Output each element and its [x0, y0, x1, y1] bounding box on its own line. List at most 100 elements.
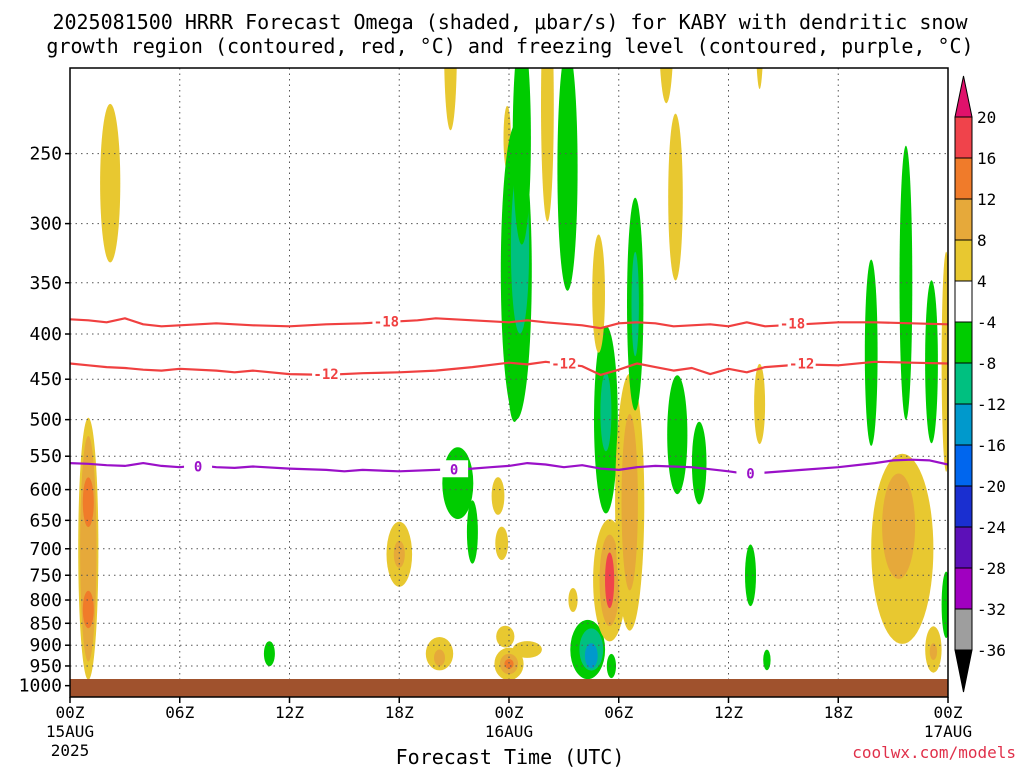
omega-shaded-region [941, 251, 948, 472]
colorbar-top-triangle [954, 75, 973, 118]
plot-area: -18 -18 -12 -12 -12 0 0 0 [69, 67, 949, 698]
credit-label: coolwx.com/models [852, 743, 1016, 762]
colorbar-label: 8 [977, 231, 987, 250]
colorbar-segment [954, 239, 973, 282]
y-tick-label: 850 [29, 613, 62, 634]
omega-shaded-region [606, 653, 617, 679]
omega-shaded-region [466, 500, 478, 564]
x-tick-label: 18Z [385, 703, 414, 722]
y-tick-label: 350 [29, 273, 62, 294]
omega-shaded-region [584, 643, 598, 669]
contour-label: -12 [551, 357, 576, 373]
omega-shading [78, 68, 948, 681]
contour-label: -18 [374, 314, 399, 330]
ground-surface [70, 679, 948, 697]
omega-shaded-region [568, 588, 578, 612]
x-tick-label: 12Z [714, 703, 743, 722]
colorbar-label: 4 [977, 272, 987, 291]
colorbar-label: -36 [977, 641, 1006, 660]
omega-shaded-region [491, 477, 505, 515]
omega-shaded-region [393, 540, 405, 568]
y-tick-label: 650 [29, 510, 62, 531]
omega-shaded-region [508, 336, 521, 423]
y-tick-label: 250 [29, 144, 62, 165]
omega-shaded-region [434, 649, 445, 667]
y-tick-label: 400 [29, 324, 62, 345]
colorbar-label: -20 [977, 477, 1006, 496]
omega-shaded-region [754, 363, 766, 445]
colorbar-label: -32 [977, 600, 1006, 619]
x-tick-date-label: 16AUG [485, 722, 533, 741]
omega-shaded-region [667, 375, 688, 495]
chart-title-line-2: growth region (contoured, red, °C) and f… [46, 34, 973, 58]
y-tick-label: 300 [29, 214, 62, 235]
y-axis: 2503003504004505005506006507007508008509… [19, 144, 70, 697]
omega-shaded-region [495, 526, 509, 560]
colorbar-segment [954, 526, 973, 569]
colorbar-label: 20 [977, 108, 996, 127]
omega-shaded-region [882, 473, 916, 579]
contour-label-background [184, 457, 213, 475]
colorbar-segment [954, 362, 973, 405]
contour-label-background [736, 464, 765, 482]
contour-label: 0 [194, 460, 202, 476]
colorbar-label: -24 [977, 518, 1006, 537]
contour-label: 0 [746, 466, 754, 482]
omega-shaded-region [631, 251, 639, 357]
chart-title-line-1: 2025081500 HRRR Forecast Omega (shaded, … [52, 10, 968, 34]
omega-shaded-region [600, 372, 612, 452]
colorbar-segment [954, 198, 973, 241]
contour-lines: -18 -18 -12 -12 -12 0 0 0 [70, 312, 948, 482]
colorbar-segment [954, 321, 973, 364]
chart-title: 2025081500 HRRR Forecast Omega (shaded, … [46, 10, 973, 58]
omega-shaded-region [756, 68, 763, 90]
x-tick-label: 18Z [824, 703, 853, 722]
colorbar-label: 12 [977, 190, 996, 209]
omega-shaded-region [864, 259, 878, 446]
y-tick-label: 550 [29, 446, 62, 467]
x-axis-label: Forecast Time (UTC) [396, 745, 625, 768]
colorbar-segment [954, 608, 973, 651]
omega-shaded-region [668, 113, 683, 281]
colorbar-segment [954, 567, 973, 610]
colorbar-label: -28 [977, 559, 1006, 578]
omega-shaded-region [929, 643, 938, 660]
colorbar: 20 16 12 8 4 -4 -8 -12 -16 -20 -24 -28 -32 -36 [954, 75, 1006, 693]
y-tick-label: 700 [29, 539, 62, 560]
omega-shaded-region [691, 421, 707, 505]
x-tick-date-label: 17AUG [924, 722, 972, 741]
omega-shaded-region [496, 625, 515, 648]
omega-shaded-region [557, 68, 578, 291]
omega-shaded-region [763, 649, 771, 671]
omega-shaded-region [541, 68, 554, 222]
contour-label-background [372, 312, 401, 330]
y-tick-label: 450 [29, 369, 62, 390]
y-tick-label: 750 [29, 565, 62, 586]
omega-shaded-region [82, 477, 94, 527]
colorbar-segment [954, 485, 973, 528]
x-tick-label: 00Z [934, 703, 963, 722]
x-tick-year-label: 2025 [51, 741, 90, 760]
x-tick-label: 06Z [165, 703, 194, 722]
y-tick-label: 500 [29, 410, 62, 431]
colorbar-bottom-triangle [954, 649, 973, 693]
omega-shaded-region [592, 234, 605, 353]
omega-shaded-region [605, 552, 615, 609]
omega-shaded-region [621, 414, 638, 591]
omega-shaded-region [925, 280, 938, 444]
colorbar-label: -16 [977, 436, 1006, 455]
contour-label: -12 [313, 367, 338, 383]
contour-label: -18 [780, 316, 805, 332]
colorbar-segment [954, 116, 973, 159]
contour-label: 0 [450, 462, 458, 478]
colorbar-label: 16 [977, 149, 996, 168]
y-tick-label: 900 [29, 635, 62, 656]
x-tick-label: 00Z [495, 703, 524, 722]
omega-shaded-region [745, 544, 756, 607]
contour-label: -12 [789, 357, 814, 373]
omega-shaded-region [941, 571, 948, 638]
colorbar-label: -8 [977, 354, 996, 373]
y-tick-label: 800 [29, 590, 62, 611]
